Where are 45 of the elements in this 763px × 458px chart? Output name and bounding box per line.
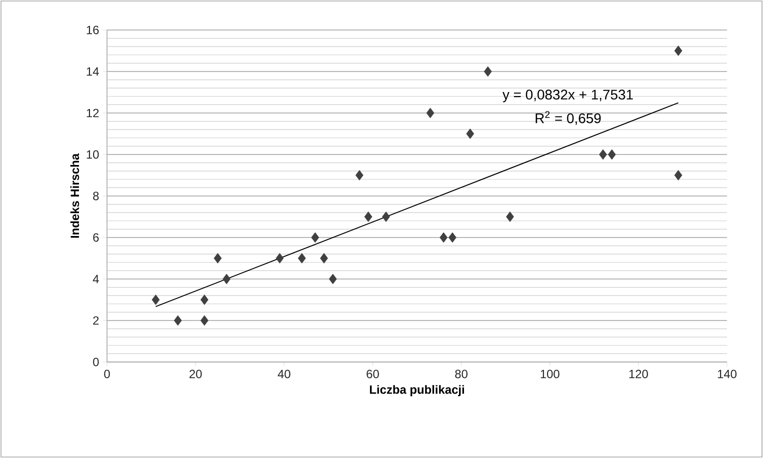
point: [200, 294, 208, 305]
x-axis-title: Liczba publikacji: [370, 385, 464, 396]
point: [674, 46, 682, 56]
x-tick-label: 140: [718, 370, 737, 378]
y-tick-label: 10: [86, 150, 99, 159]
point: [152, 294, 160, 305]
annotation: y = 0,0832x + 1,7531: [502, 90, 633, 102]
x-tick-label: 100: [540, 370, 560, 378]
point: [214, 253, 222, 264]
point: [674, 170, 682, 180]
point: [328, 274, 337, 284]
point: [298, 253, 306, 264]
point: [174, 315, 182, 326]
point: [506, 212, 514, 222]
x-tick-label: 80: [455, 370, 468, 378]
x-tick-label: 0: [104, 370, 110, 378]
point: [426, 108, 434, 118]
point: [484, 66, 492, 77]
y-tick-label: 6: [93, 233, 99, 242]
point: [466, 128, 474, 139]
y-tick-label: 0: [93, 358, 99, 366]
point: [311, 232, 320, 243]
point: [608, 149, 616, 160]
point: [320, 253, 328, 264]
y-axis-title: Indeks Hirscha: [70, 153, 80, 238]
point: [599, 149, 607, 160]
point: [364, 212, 372, 222]
point: [440, 232, 448, 243]
point: [448, 232, 456, 243]
y-tick-label: 4: [92, 274, 99, 284]
x-tick-label: 60: [366, 370, 379, 378]
point: [382, 212, 390, 222]
x-tick-label: 40: [278, 370, 290, 378]
point: [200, 315, 208, 326]
point: [276, 253, 284, 264]
annotation: R$^{2}$ = 0,659: [536, 111, 601, 125]
y-tick-label: 14: [86, 67, 99, 76]
y-tick-label: 2: [93, 316, 99, 325]
y-tick-label: 16: [86, 26, 99, 34]
y-tick-label: 8: [93, 192, 99, 200]
x-tick-label: 120: [629, 370, 648, 378]
point: [222, 274, 231, 284]
x-tick-label: 20: [190, 370, 202, 378]
point: [355, 170, 364, 180]
y-tick-label: 12: [86, 108, 99, 118]
